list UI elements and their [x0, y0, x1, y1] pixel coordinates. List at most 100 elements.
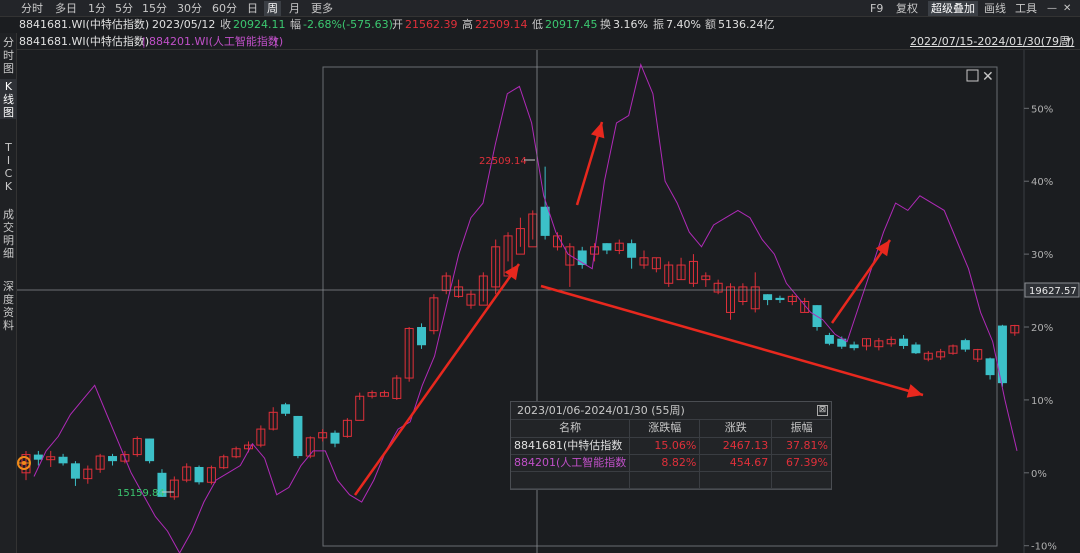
period-1min-button[interactable]: 1分 [88, 2, 106, 15]
candle-body [651, 257, 661, 270]
change-label: 幅 [290, 18, 301, 31]
f9-button[interactable]: F9 [870, 2, 884, 15]
super-overlay-button[interactable]: 超级叠加 [928, 1, 978, 16]
candle [132, 436, 142, 457]
candle-body [256, 428, 266, 446]
period-intraday-button[interactable]: 分时 [21, 2, 43, 15]
candle-body [886, 338, 896, 345]
tab-depth-data[interactable]: 深度资料 [3, 280, 14, 332]
candle-body [83, 468, 93, 480]
period-day-button[interactable]: 日 [247, 2, 258, 15]
candle [33, 450, 43, 466]
high-value: 22509.14 [475, 18, 528, 31]
candle [775, 295, 785, 303]
period-5min-button[interactable]: 5分 [115, 2, 133, 15]
candle [256, 425, 266, 448]
date-range-label[interactable]: 2022/07/15-2024/01/30(79周) [910, 35, 1075, 48]
candle [985, 357, 995, 380]
candle [923, 351, 933, 362]
period-week-button[interactable]: 周 [264, 1, 281, 16]
overlay-line-series [33, 62, 1018, 553]
candle [318, 429, 328, 442]
candle [997, 324, 1007, 387]
candle-body [627, 243, 637, 258]
period-more-button[interactable]: 更多 [311, 2, 333, 15]
candle [169, 476, 179, 500]
candle-body [824, 335, 834, 344]
chevron-down-icon[interactable]: ▾ [1066, 35, 1072, 46]
candle [466, 290, 476, 309]
arrow-head [504, 264, 519, 281]
candle-body [1010, 325, 1020, 334]
candle [145, 438, 155, 464]
tools-button[interactable]: 工具 [1015, 2, 1037, 15]
candle [379, 390, 389, 397]
candle-body [243, 444, 253, 450]
maximize-icon [966, 69, 979, 82]
adjust-button[interactable]: 复权 [896, 2, 918, 15]
open-value: 21562.39 [405, 18, 458, 31]
y-tick-label: -10% [1031, 542, 1057, 553]
candle-body [861, 338, 871, 347]
candle-body [206, 467, 216, 483]
candle-body [268, 411, 278, 430]
legend-end: | [274, 35, 278, 48]
candle [577, 246, 587, 269]
candle [886, 336, 896, 347]
y-axis: 50% 40% 30% 20% 10% 0% -10% [1023, 50, 1057, 553]
row1-name: 8841681(中特估指数 [511, 437, 631, 455]
candle-body [602, 243, 612, 251]
tab-timeshare[interactable]: 分时图 [3, 36, 14, 75]
candle-body [664, 264, 674, 284]
candle [157, 469, 167, 497]
candle [478, 272, 488, 306]
legend-series-1[interactable]: 8841681.WI(中特估指数) [19, 35, 150, 48]
period-15min-button[interactable]: 15分 [142, 2, 167, 15]
period-month-button[interactable]: 月 [289, 2, 300, 15]
candle [392, 375, 402, 400]
y-tick-label: 50% [1031, 104, 1053, 115]
quote-date: 2023/05/12 [152, 18, 216, 31]
candle-body [491, 246, 501, 288]
candle [330, 430, 340, 448]
arrow-shaft [830, 239, 892, 324]
candle-body [466, 293, 476, 306]
period-60min-button[interactable]: 60分 [212, 2, 237, 15]
candle-body [948, 345, 958, 354]
legend-series-2[interactable]: 884201.WI(人工智能指数) [149, 35, 284, 48]
candle [639, 250, 649, 269]
candle [95, 453, 105, 473]
tab-trade-detail[interactable]: 成交明细 [3, 208, 14, 260]
candle-body [936, 351, 946, 358]
candle [973, 348, 983, 363]
col-name: 名称 [511, 420, 631, 438]
candle [874, 337, 884, 351]
candle [540, 166, 550, 240]
row2-pct: 8.82% [629, 454, 701, 472]
candle [726, 283, 736, 320]
candle [911, 342, 921, 354]
candle-body [132, 438, 142, 456]
candle [441, 272, 451, 295]
candle-body [997, 325, 1007, 384]
selection-close-icon: ✕ [982, 69, 994, 85]
open-label: 开 [392, 18, 403, 31]
close-icon[interactable]: ✕ [1063, 3, 1072, 14]
candle-body [515, 228, 525, 255]
popup-close-icon[interactable]: ⊠ [817, 405, 828, 416]
row1-change: 2467.13 [699, 437, 773, 455]
change-value: -2.68%(-575.63) [303, 18, 393, 31]
draw-line-button[interactable]: 画线 [984, 2, 1006, 15]
candle [738, 283, 748, 306]
period-30min-button[interactable]: 30分 [177, 2, 202, 15]
candle [824, 332, 834, 346]
candle-body [726, 286, 736, 313]
row2-name: 884201(人工智能指数 [511, 454, 631, 472]
candle-body [367, 392, 377, 397]
minimize-icon[interactable]: — [1047, 3, 1057, 14]
candle-body [763, 294, 773, 301]
period-multiday-button[interactable]: 多日 [55, 2, 77, 15]
